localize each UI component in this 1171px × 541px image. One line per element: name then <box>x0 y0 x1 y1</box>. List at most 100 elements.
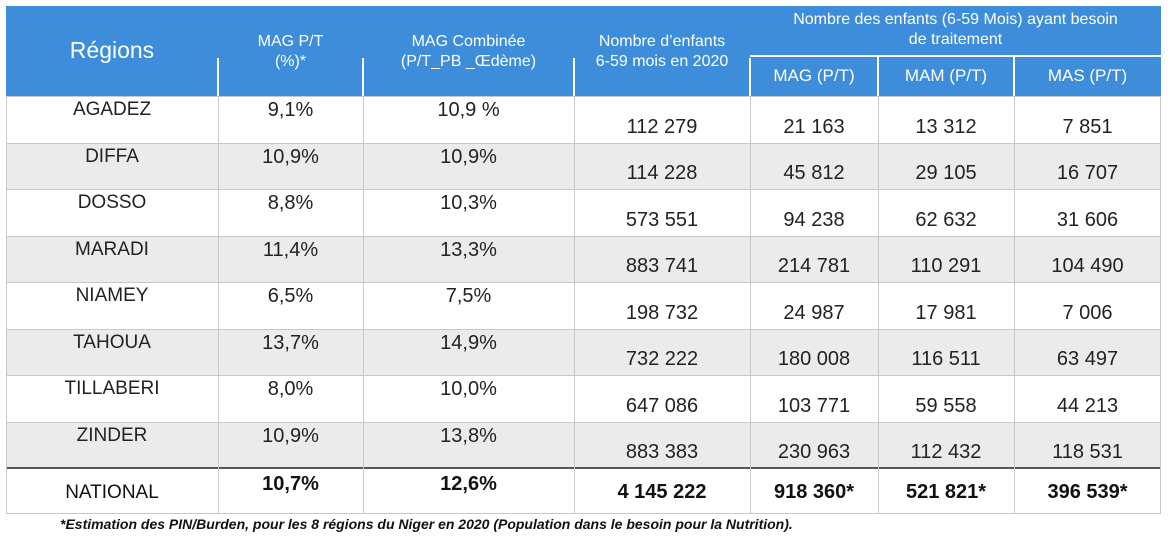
cell-mag-count: 21 163 <box>783 115 845 138</box>
national-row <box>6 468 1161 514</box>
cell-region: MARADI <box>75 238 149 260</box>
header-mag-combinee-line-2: (P/T_PB _Œdème) <box>400 53 537 70</box>
header-mag-pt-line-2: (%)* <box>274 53 307 70</box>
cell-mag-pt: 13,7% <box>262 331 319 354</box>
header-mag-pt-line-1: MAG P/T <box>257 33 324 50</box>
cell-region: AGADEZ <box>72 99 152 120</box>
row-divider <box>6 328 1161 330</box>
cell-mag-pt: 11,4% <box>262 238 319 261</box>
cell-mam-count: 59 558 <box>915 394 977 417</box>
row-divider <box>6 467 1161 469</box>
footnote: *Estimation des PIN/Burden, pour les 8 r… <box>60 516 793 532</box>
cell-nombre-enfants: 573 551 <box>625 208 699 231</box>
cell-mas-count: 7 006 <box>1062 301 1113 324</box>
cell-mag-combinee: 10,0% <box>440 378 497 400</box>
row-divider <box>6 189 1161 190</box>
national-mag-combinee: 12,6% <box>440 473 497 495</box>
header-mag: MAG (P/T) <box>750 56 878 96</box>
cell-mam-count: 29 105 <box>915 162 977 184</box>
cell-mag-combinee: 10,9% <box>440 145 497 168</box>
row-divider <box>6 96 1161 97</box>
cell-mas-count: 104 490 <box>1051 255 1124 277</box>
cell-mag-pt: 8,8% <box>267 192 314 214</box>
row-divider <box>6 375 1161 376</box>
cell-nombre-enfants: 112 279 <box>626 115 698 138</box>
table-row <box>6 96 1161 143</box>
cell-mag-combinee: 10,3% <box>440 192 497 214</box>
cell-region: TILLABERI <box>64 378 160 399</box>
column-divider <box>750 96 751 514</box>
header-regions: Régions <box>6 6 218 96</box>
header-mag-combinee-line-1: MAG Combinée <box>411 33 526 50</box>
national-mag-count: 918 360* <box>773 481 855 503</box>
national-mam-count: 521 821* <box>905 481 987 503</box>
cell-mag-count: 24 987 <box>783 301 845 324</box>
header-nombre-enfants: Nombre d’enfants 6-59 mois en 2020 <box>574 6 750 96</box>
table-row <box>6 142 1161 189</box>
cell-region: ZINDER <box>76 424 148 446</box>
national-mas-count: 396 539* <box>1047 481 1128 503</box>
table-row <box>6 235 1161 282</box>
header-mag-combinee: MAG Combinée (P/T_PB _Œdème) <box>363 6 574 96</box>
column-divider <box>1160 96 1161 514</box>
column-divider <box>878 96 879 514</box>
row-divider <box>6 235 1161 237</box>
header-separator <box>217 58 219 96</box>
header-nombre-enfants-line-1: Nombre d’enfants <box>598 33 726 50</box>
header-separator <box>750 55 1161 57</box>
cell-mam-count: 110 291 <box>910 255 982 277</box>
cell-nombre-enfants: 198 732 <box>625 301 699 324</box>
cell-mag-count: 214 781 <box>777 255 851 277</box>
cell-mag-pt: 6,5% <box>267 285 314 307</box>
column-divider <box>1014 96 1015 514</box>
national-region: NATIONAL <box>65 482 159 503</box>
table-row <box>6 421 1161 468</box>
cell-mam-count: 116 511 <box>911 348 981 370</box>
header-separator <box>1013 56 1015 96</box>
cell-nombre-enfants: 647 086 <box>625 394 699 417</box>
cell-mag-combinee: 14,9% <box>440 331 497 354</box>
cell-nombre-enfants: 883 741 <box>625 255 699 277</box>
table-row <box>6 282 1161 329</box>
national-nombre-enfants: 4 145 222 <box>617 481 707 503</box>
header-mas: MAS (P/T) <box>1014 56 1161 96</box>
cell-mag-count: 180 008 <box>777 348 851 370</box>
table-row <box>6 189 1161 236</box>
cell-mag-combinee: 13,8% <box>440 424 497 447</box>
header-separator <box>749 58 751 96</box>
header-mag-pt: MAG P/T (%)* <box>218 6 363 96</box>
cell-mag-pt: 10,9% <box>262 424 319 447</box>
cell-mam-count: 13 312 <box>915 115 977 138</box>
header-mam: MAM (P/T) <box>878 56 1014 96</box>
header-besoin-traitement-line-1: Nombre des enfants (6-59 Mois) ayant bes… <box>793 11 1118 28</box>
column-divider <box>574 96 575 514</box>
column-divider <box>218 96 219 514</box>
table-row <box>6 375 1161 422</box>
table-row <box>6 328 1161 375</box>
cell-mag-pt: 9,1% <box>267 99 314 121</box>
cell-nombre-enfants: 883 383 <box>625 441 699 463</box>
cell-mas-count: 16 707 <box>1056 162 1119 184</box>
cell-mag-combinee: 10,9 % <box>437 99 500 121</box>
header-separator <box>573 58 575 96</box>
cell-mas-count: 63 497 <box>1056 348 1119 370</box>
header-separator <box>362 58 364 96</box>
cell-mas-count: 118 531 <box>1052 441 1123 463</box>
row-divider <box>6 421 1161 423</box>
cell-mag-count: 103 771 <box>777 394 851 417</box>
cell-mag-count: 94 238 <box>783 208 845 231</box>
cell-nombre-enfants: 114 228 <box>626 162 698 184</box>
cell-mag-count: 45 812 <box>783 162 845 184</box>
national-mag-pt: 10,7% <box>262 473 319 495</box>
cell-region: DOSSO <box>77 192 147 213</box>
cell-mam-count: 17 981 <box>915 301 977 324</box>
column-divider <box>363 96 364 514</box>
cell-mag-pt: 8,0% <box>267 378 314 400</box>
cell-mas-count: 7 851 <box>1062 115 1113 138</box>
header-besoin-traitement: Nombre des enfants (6-59 Mois) ayant bes… <box>750 6 1161 56</box>
table-bottom-border <box>6 513 1161 514</box>
cell-mag-count: 230 963 <box>777 441 851 463</box>
row-divider <box>6 282 1161 283</box>
column-divider <box>6 96 7 514</box>
cell-region: DIFFA <box>85 145 139 167</box>
